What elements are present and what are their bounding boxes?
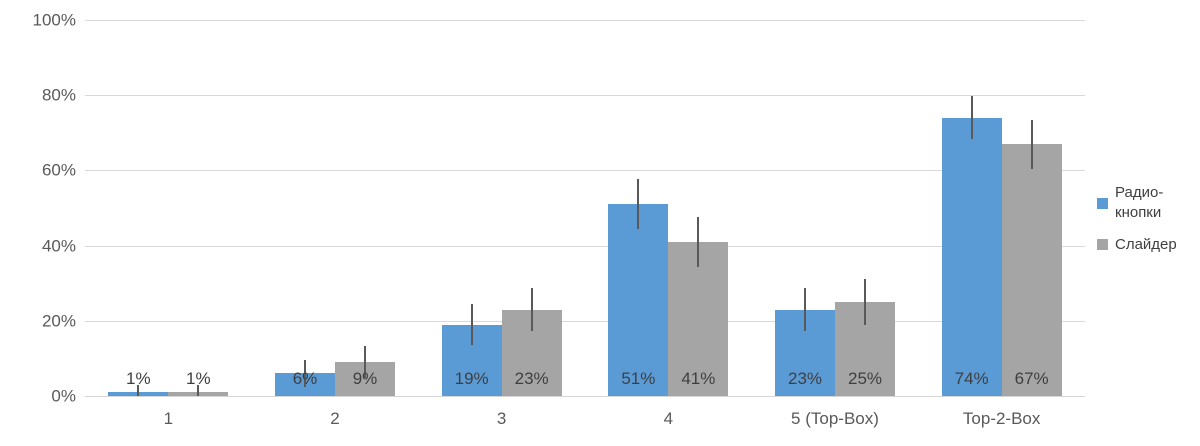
y-axis-tick-label: 40% (41, 236, 76, 256)
error-bar (470, 303, 473, 346)
x-axis-category-label: 2 (330, 409, 340, 428)
error-bar (530, 287, 533, 332)
legend-item: Радио-кнопки (1097, 183, 1185, 224)
value-label: 74% (954, 369, 989, 388)
legend-label: Слайдер (1115, 235, 1177, 253)
bar-series1 (608, 204, 669, 396)
y-axis-tick-label: 0% (51, 386, 76, 406)
error-bar (304, 360, 306, 387)
legend-item: Слайдер (1097, 235, 1185, 255)
bar-series1 (941, 117, 1002, 396)
x-axis-category-label: 3 (496, 409, 507, 428)
error-bar (697, 216, 700, 268)
error-bar (804, 288, 806, 331)
gridline (85, 20, 1085, 21)
value-label: 41% (681, 369, 716, 388)
error-bar (364, 345, 366, 379)
value-label: 23% (514, 369, 549, 388)
y-axis-tick-label: 60% (41, 160, 76, 180)
error-bar (864, 279, 866, 325)
value-label: 23% (787, 369, 823, 388)
y-axis-tick-label: 100% (32, 10, 76, 30)
value-label: 51% (621, 369, 656, 388)
error-bar (137, 384, 140, 396)
value-label: 6% (292, 369, 318, 388)
value-label: 25% (847, 369, 883, 388)
value-label: 19% (454, 369, 489, 388)
x-axis-category-label: 5 (Top-Box) (791, 409, 879, 428)
value-label: 67% (1014, 369, 1049, 388)
error-bar (1030, 119, 1033, 169)
y-axis-tick-label: 80% (41, 85, 76, 105)
bar-series2 (1001, 144, 1062, 396)
x-axis-category-label: Top-2-Box (962, 409, 1041, 428)
legend-swatch-icon (1097, 239, 1108, 251)
gridline (85, 245, 1085, 247)
x-axis-line (85, 396, 1085, 397)
legend: Радио-кнопки Слайдер (1097, 183, 1185, 255)
gridline (85, 95, 1085, 97)
y-axis-tick-label: 20% (41, 311, 76, 331)
error-bar (197, 384, 200, 396)
bar-series2 (668, 241, 729, 396)
x-axis-category-label: 4 (663, 409, 674, 428)
value-label: 9% (352, 369, 378, 388)
error-bar (970, 96, 973, 140)
error-bar (637, 179, 640, 230)
legend-label: Радио-кнопки (1115, 184, 1164, 222)
gridline (85, 320, 1085, 322)
value-label: 1% (186, 369, 211, 388)
legend-swatch-icon (1097, 197, 1108, 209)
value-label: 1% (126, 369, 151, 388)
x-axis-category-label: 1 (163, 409, 174, 428)
gridline (85, 170, 1085, 172)
